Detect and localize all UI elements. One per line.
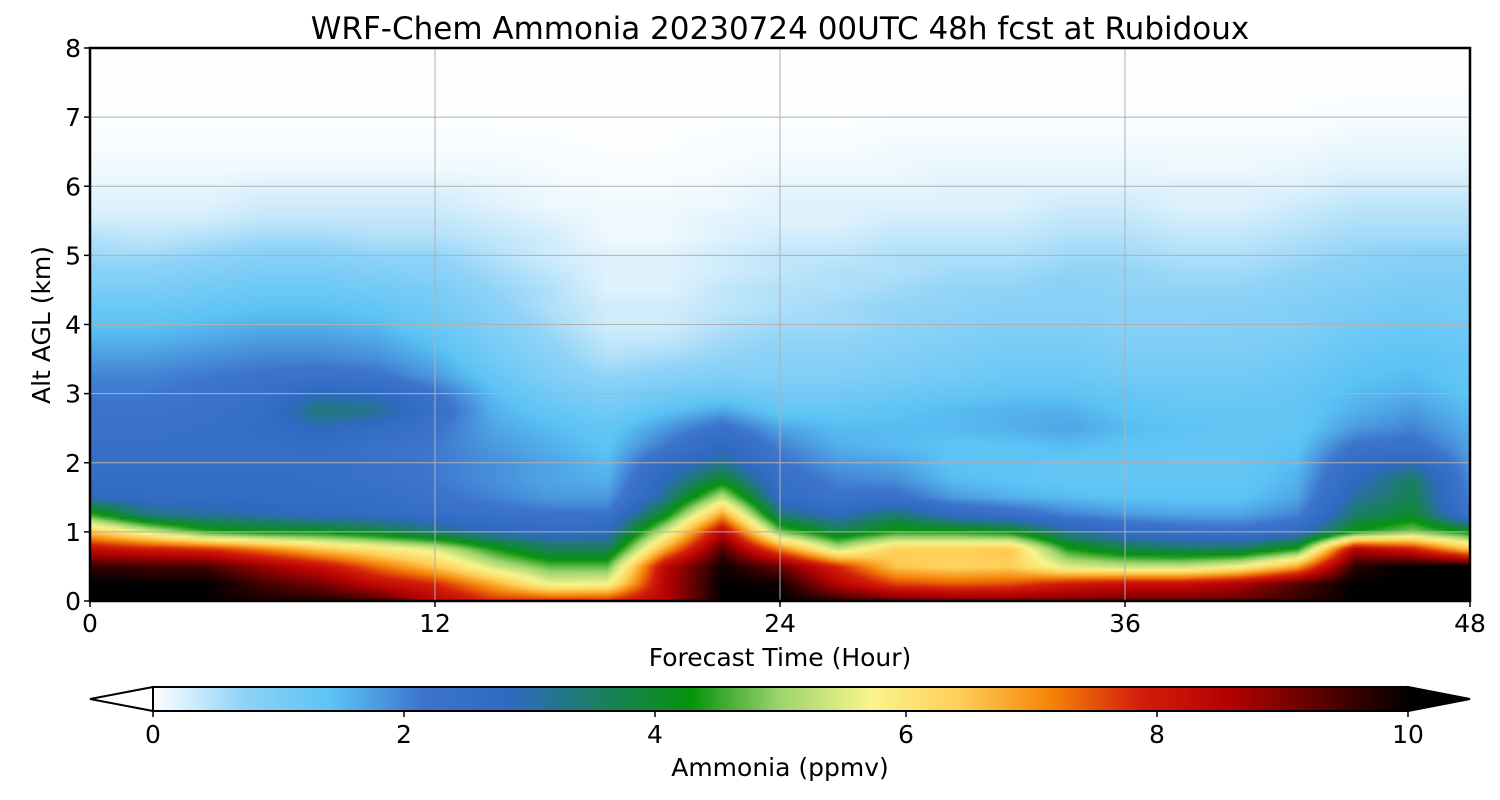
y-tick-label: 2 [65,449,81,478]
y-tick-label: 0 [65,587,81,616]
y-tick-label: 5 [65,241,81,270]
x-tick-label: 36 [1109,609,1141,638]
plot-area [88,46,1472,603]
colorbar-tick-label: 0 [145,720,161,749]
x-axis-label: Forecast Time (Hour) [649,643,912,672]
x-tick-label: 24 [764,609,796,638]
colorbar-tick-label: 2 [396,720,412,749]
colorbar-tick-label: 4 [647,720,663,749]
colorbar-tick-label: 6 [898,720,914,749]
x-axis: 0 12 24 36 48 [82,601,1486,638]
y-tick-label: 7 [65,103,81,132]
colorbar-gradient [153,687,1408,711]
y-tick-label: 8 [65,34,81,63]
y-tick-label: 1 [65,518,81,547]
x-tick-label: 12 [419,609,451,638]
y-tick-label: 3 [65,380,81,409]
y-axis-label: Alt AGL (km) [27,246,56,404]
colorbar-ticks: 0 2 4 6 8 10 [145,711,1424,749]
chart-title: WRF-Chem Ammonia 20230724 00UTC 48h fcst… [311,11,1250,47]
y-tick-label: 6 [65,172,81,201]
x-tick-label: 0 [82,609,98,638]
colorbar-extend-low [89,685,154,713]
colorbar-tick-label: 8 [1149,720,1165,749]
y-tick-label: 4 [65,311,81,340]
colorbar: 0 2 4 6 8 10 [89,685,1471,749]
colorbar-extend-high [1407,685,1471,713]
colorbar-tick-label: 10 [1392,720,1424,749]
y-axis: 0 1 2 3 4 5 6 7 8 [65,34,90,616]
colorbar-label: Ammonia (ppmv) [671,753,889,782]
colorbar-frame [152,686,1409,712]
x-tick-label: 48 [1454,609,1486,638]
